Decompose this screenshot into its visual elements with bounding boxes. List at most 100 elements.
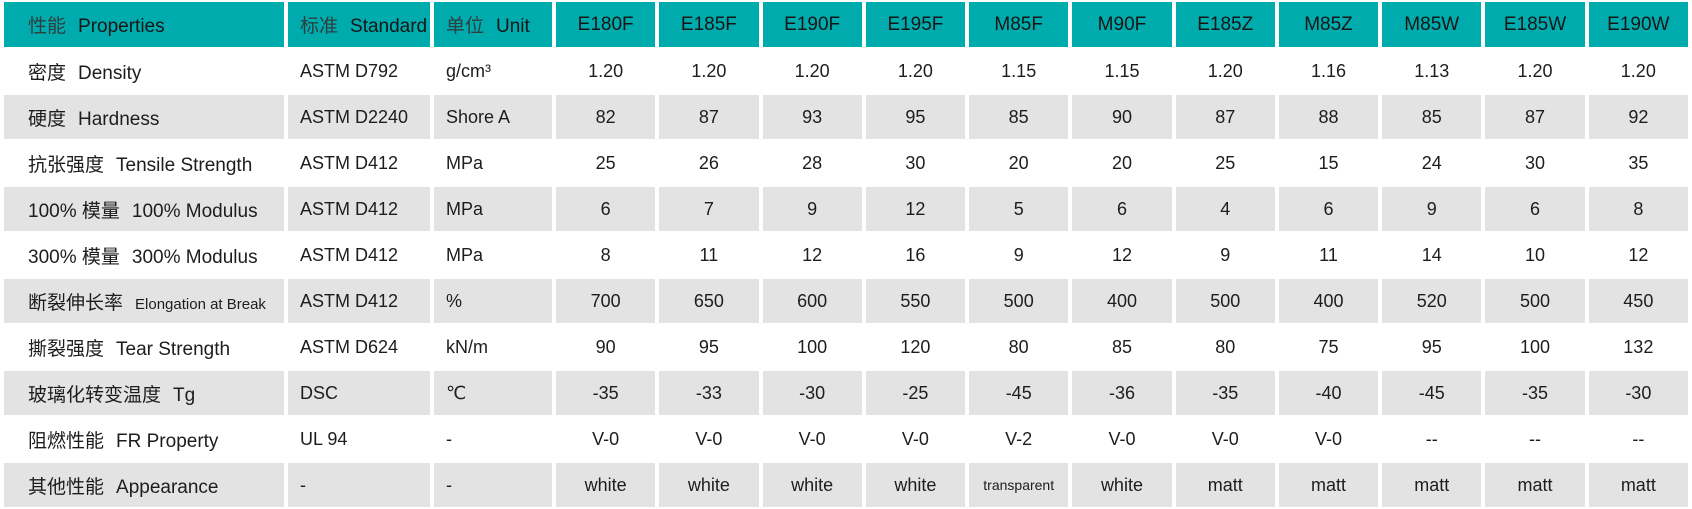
value-cell: 1.20 xyxy=(1588,49,1688,93)
value-cell: -45 xyxy=(969,371,1069,415)
value-cell: 20 xyxy=(1072,141,1172,185)
value-cell: 80 xyxy=(1175,325,1275,369)
value-cell: 1.20 xyxy=(659,49,759,93)
value-cell: V-0 xyxy=(1278,417,1379,461)
value-cell: 9 xyxy=(1175,233,1275,277)
value-cell: matt xyxy=(1588,463,1688,507)
value-cell: 500 xyxy=(1485,279,1585,323)
value-cell: 1.20 xyxy=(556,49,656,93)
property-label-zh: 玻璃化转变温度 xyxy=(28,384,162,406)
property-cell: 硬度 Hardness xyxy=(4,95,284,139)
value-cell: 82 xyxy=(556,95,656,139)
value-cell: -30 xyxy=(762,371,862,415)
table-row: 密度 Density ASTM D792 g/cm³ 1.20 1.20 1.20 1.20 1… xyxy=(4,49,1688,93)
value-cell: 9 xyxy=(762,187,862,231)
standard-cell: - xyxy=(288,463,430,507)
value-cell: 1.20 xyxy=(1485,49,1585,93)
value-cell: 5 xyxy=(969,187,1069,231)
value-cell: -35 xyxy=(1175,371,1275,415)
value-cell: 8 xyxy=(1588,187,1688,231)
value-cell: 24 xyxy=(1382,141,1482,185)
value-cell: 87 xyxy=(1175,95,1275,139)
value-cell: V-0 xyxy=(1175,417,1275,461)
value-cell: -35 xyxy=(1485,371,1585,415)
property-label-zh: 撕裂强度 xyxy=(28,338,105,360)
value-cell: -- xyxy=(1485,417,1585,461)
value-cell: 20 xyxy=(969,141,1069,185)
value-cell: 1.16 xyxy=(1278,49,1379,93)
unit-cell: MPa xyxy=(434,233,552,277)
value-cell: 75 xyxy=(1278,325,1379,369)
table-row: 其他性能 Appearance - - white white white white tran… xyxy=(4,463,1688,507)
property-cell: 300% 模量 300% Modulus xyxy=(4,233,284,277)
unit-cell: MPa xyxy=(434,187,552,231)
value-cell: 4 xyxy=(1175,187,1275,231)
header-product-e190w: E190W xyxy=(1588,2,1688,47)
value-cell: 9 xyxy=(969,233,1069,277)
value-cell: matt xyxy=(1485,463,1585,507)
value-cell: 100 xyxy=(1485,325,1585,369)
table-row: 300% 模量 300% Modulus ASTM D412 MPa 8 11 12 16 9 1… xyxy=(4,233,1688,277)
unit-cell: g/cm³ xyxy=(434,49,552,93)
property-cell: 断裂伸长率 Elongation at Break xyxy=(4,279,284,323)
property-label-en: Tg xyxy=(173,384,196,406)
value-cell: 10 xyxy=(1485,233,1585,277)
value-cell: 14 xyxy=(1382,233,1482,277)
value-cell: 26 xyxy=(659,141,759,185)
value-cell: 12 xyxy=(762,233,862,277)
standard-cell: UL 94 xyxy=(288,417,430,461)
value-cell: 120 xyxy=(865,325,966,369)
property-cell: 阻燃性能 FR Property xyxy=(4,417,284,461)
value-cell: 35 xyxy=(1588,141,1688,185)
value-cell: -40 xyxy=(1278,371,1379,415)
standard-cell: DSC xyxy=(288,371,430,415)
standard-cell: ASTM D792 xyxy=(288,49,430,93)
value-cell: matt xyxy=(1278,463,1379,507)
value-cell: V-0 xyxy=(1072,417,1172,461)
value-cell: 650 xyxy=(659,279,759,323)
value-cell: matt xyxy=(1382,463,1482,507)
value-cell: -33 xyxy=(659,371,759,415)
value-cell: 95 xyxy=(865,95,966,139)
header-properties: 性能 Properties xyxy=(4,2,284,47)
value-cell: 1.20 xyxy=(762,49,862,93)
property-label-en: Hardness xyxy=(78,108,160,130)
value-cell: 700 xyxy=(556,279,656,323)
property-label-en: Density xyxy=(78,62,142,84)
value-cell: 95 xyxy=(1382,325,1482,369)
property-label-en: Tensile Strength xyxy=(116,154,253,176)
property-label-en: 100% Modulus xyxy=(131,200,258,222)
value-cell: 85 xyxy=(1072,325,1172,369)
table-row: 硬度 Hardness ASTM D2240 Shore A 82 87 93 95 85 90 8… xyxy=(4,95,1688,139)
value-cell: 6 xyxy=(556,187,656,231)
unit-cell: % xyxy=(434,279,552,323)
unit-cell: ℃ xyxy=(434,371,552,415)
value-cell: -45 xyxy=(1382,371,1482,415)
property-label-en: Elongation at Break xyxy=(135,295,266,313)
standard-cell: ASTM D624 xyxy=(288,325,430,369)
value-cell: V-0 xyxy=(659,417,759,461)
value-cell: 95 xyxy=(659,325,759,369)
property-label-zh: 阻燃性能 xyxy=(28,430,105,452)
standard-cell: ASTM D412 xyxy=(288,141,430,185)
value-cell: 1.15 xyxy=(1072,49,1172,93)
property-label-zh: 断裂伸长率 xyxy=(28,292,124,314)
value-cell: 92 xyxy=(1588,95,1688,139)
table-row: 抗张强度 Tensile Strength ASTM D412 MPa 25 26 28 30… xyxy=(4,141,1688,185)
value-cell: 450 xyxy=(1588,279,1688,323)
value-cell: 1.20 xyxy=(865,49,966,93)
header-unit-en: Unit xyxy=(496,16,530,37)
value-cell: 87 xyxy=(1485,95,1585,139)
property-label-zh: 其他性能 xyxy=(28,476,105,498)
value-cell: 1.20 xyxy=(1175,49,1275,93)
property-label-zh: 密度 xyxy=(28,62,67,84)
header-unit-zh: 单位 xyxy=(446,16,485,37)
header-standard-en: Standard xyxy=(350,16,428,37)
value-cell: 88 xyxy=(1278,95,1379,139)
value-cell: -- xyxy=(1588,417,1688,461)
value-cell: 90 xyxy=(556,325,656,369)
value-cell: 11 xyxy=(659,233,759,277)
property-cell: 玻璃化转变温度 Tg xyxy=(4,371,284,415)
